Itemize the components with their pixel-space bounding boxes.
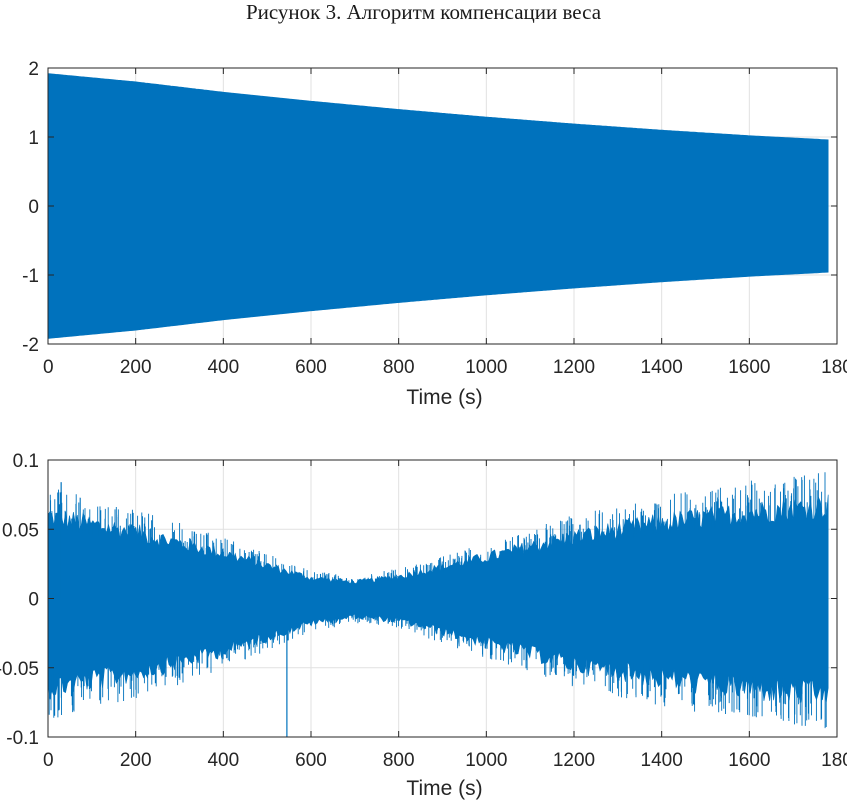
x-tick-label: 1400 xyxy=(641,357,683,378)
series-residual xyxy=(47,472,829,737)
x-tick-label: 400 xyxy=(207,357,239,378)
signal-envelope xyxy=(47,73,829,339)
x-tick-label: 200 xyxy=(120,357,152,378)
y-tick-label: 0 xyxy=(28,197,39,218)
x-tick-label: 1400 xyxy=(641,750,683,771)
y-tick-label: 2 xyxy=(28,59,39,80)
y-tick-label: 0.05 xyxy=(2,520,39,541)
chart-panel-2: 0 200 400 600 800 1000 1200 1400 1600 180 0.1 0.05 0… xyxy=(0,451,847,800)
y-tick-label: 0 xyxy=(28,590,39,611)
x-tick-label: 600 xyxy=(295,750,327,771)
x-tick-label: 600 xyxy=(295,357,327,378)
x-tick-label: 180 xyxy=(821,750,847,771)
x-tick-label: 400 xyxy=(207,750,239,771)
y-tick-label: 0.1 xyxy=(13,451,39,472)
x-tick-label: 800 xyxy=(383,357,415,378)
y-tick-label: -0.05 xyxy=(0,659,39,680)
signal-envelope xyxy=(47,494,829,703)
figure-caption: Рисунок 3. Алгоритм компенсации веса xyxy=(245,0,602,24)
x-tick-label: 1600 xyxy=(728,357,770,378)
x-tick-label: 0 xyxy=(43,750,54,771)
x-tick-label: 1600 xyxy=(728,750,770,771)
chart-panel-1: 0 200 400 600 800 1000 1200 1400 1600 180 2 1 0 -1 -2 T… xyxy=(22,59,847,409)
x-tick-label: 800 xyxy=(383,750,415,771)
x-axis-label: Time (s) xyxy=(406,777,482,800)
x-tick-label: 1200 xyxy=(553,357,595,378)
y-tick-label: -0.1 xyxy=(6,728,39,749)
y-tick-label: -2 xyxy=(22,335,39,356)
x-tick-label: 0 xyxy=(43,357,54,378)
x-tick-label: 180 xyxy=(821,357,847,378)
x-tick-label: 1000 xyxy=(465,750,507,771)
y-tick-label: 1 xyxy=(28,128,39,149)
signal-noise xyxy=(48,472,827,729)
x-tick-label: 1000 xyxy=(465,357,507,378)
x-axis-label: Time (s) xyxy=(406,386,482,409)
x-tick-label: 1200 xyxy=(553,750,595,771)
y-tick-label: -1 xyxy=(22,266,39,287)
series-signal xyxy=(47,73,829,339)
x-tick-label: 200 xyxy=(120,750,152,771)
